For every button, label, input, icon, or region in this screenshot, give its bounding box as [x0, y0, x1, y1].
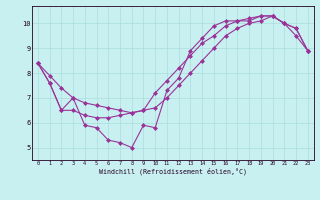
X-axis label: Windchill (Refroidissement éolien,°C): Windchill (Refroidissement éolien,°C): [99, 168, 247, 175]
